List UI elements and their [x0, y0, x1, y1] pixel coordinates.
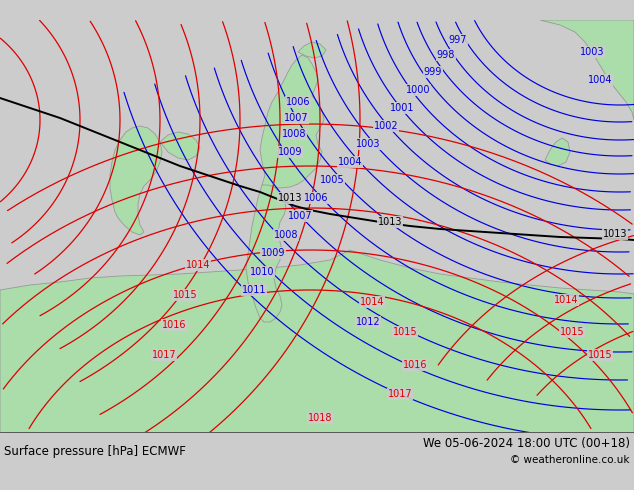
Text: 1017: 1017: [387, 389, 412, 399]
Text: © weatheronline.co.uk: © weatheronline.co.uk: [510, 455, 630, 465]
Text: 1018: 1018: [307, 413, 332, 423]
Polygon shape: [160, 132, 200, 160]
Text: 1008: 1008: [274, 230, 298, 240]
Text: 1013: 1013: [603, 229, 627, 239]
Text: 1006: 1006: [304, 193, 328, 203]
Text: 1014: 1014: [553, 295, 578, 305]
Text: 1016: 1016: [162, 320, 186, 330]
Text: 1015: 1015: [560, 327, 585, 337]
Polygon shape: [246, 185, 286, 322]
Polygon shape: [545, 138, 570, 166]
Bar: [0, 432, 634, 470]
Text: 1013: 1013: [278, 193, 302, 203]
Text: 1011: 1011: [242, 285, 266, 295]
Text: 1003: 1003: [579, 47, 604, 57]
Text: 1015: 1015: [172, 290, 197, 300]
Text: 1006: 1006: [286, 97, 310, 107]
Text: 1014: 1014: [359, 297, 384, 307]
Text: 1002: 1002: [373, 121, 398, 131]
Text: 1004: 1004: [588, 75, 612, 85]
Text: 1009: 1009: [261, 248, 285, 258]
Text: 998: 998: [437, 50, 455, 60]
Text: 1004: 1004: [338, 157, 362, 167]
Text: 1012: 1012: [356, 317, 380, 327]
Text: Surface pressure [hPa] ECMWF: Surface pressure [hPa] ECMWF: [4, 444, 186, 458]
Text: 1016: 1016: [403, 360, 427, 370]
Text: 1005: 1005: [320, 175, 344, 185]
Text: 1007: 1007: [288, 211, 313, 221]
Text: 1014: 1014: [186, 260, 210, 270]
Polygon shape: [260, 55, 324, 188]
Text: 1000: 1000: [406, 85, 430, 95]
Polygon shape: [0, 250, 634, 470]
Text: 1007: 1007: [283, 113, 308, 123]
Text: 1013: 1013: [378, 217, 402, 227]
Text: 1008: 1008: [281, 129, 306, 139]
Text: 1010: 1010: [250, 267, 275, 277]
Text: 997: 997: [449, 35, 467, 45]
Polygon shape: [540, 20, 634, 120]
Text: 1017: 1017: [152, 350, 176, 360]
Text: 1001: 1001: [390, 103, 414, 113]
Text: We 05-06-2024 18:00 UTC (00+18): We 05-06-2024 18:00 UTC (00+18): [423, 438, 630, 450]
Text: 1015: 1015: [392, 327, 417, 337]
Text: 1009: 1009: [278, 147, 302, 157]
Text: 1015: 1015: [588, 350, 612, 360]
Polygon shape: [298, 42, 326, 58]
Text: 999: 999: [424, 67, 442, 77]
Polygon shape: [110, 126, 162, 235]
Text: 1003: 1003: [356, 139, 380, 149]
